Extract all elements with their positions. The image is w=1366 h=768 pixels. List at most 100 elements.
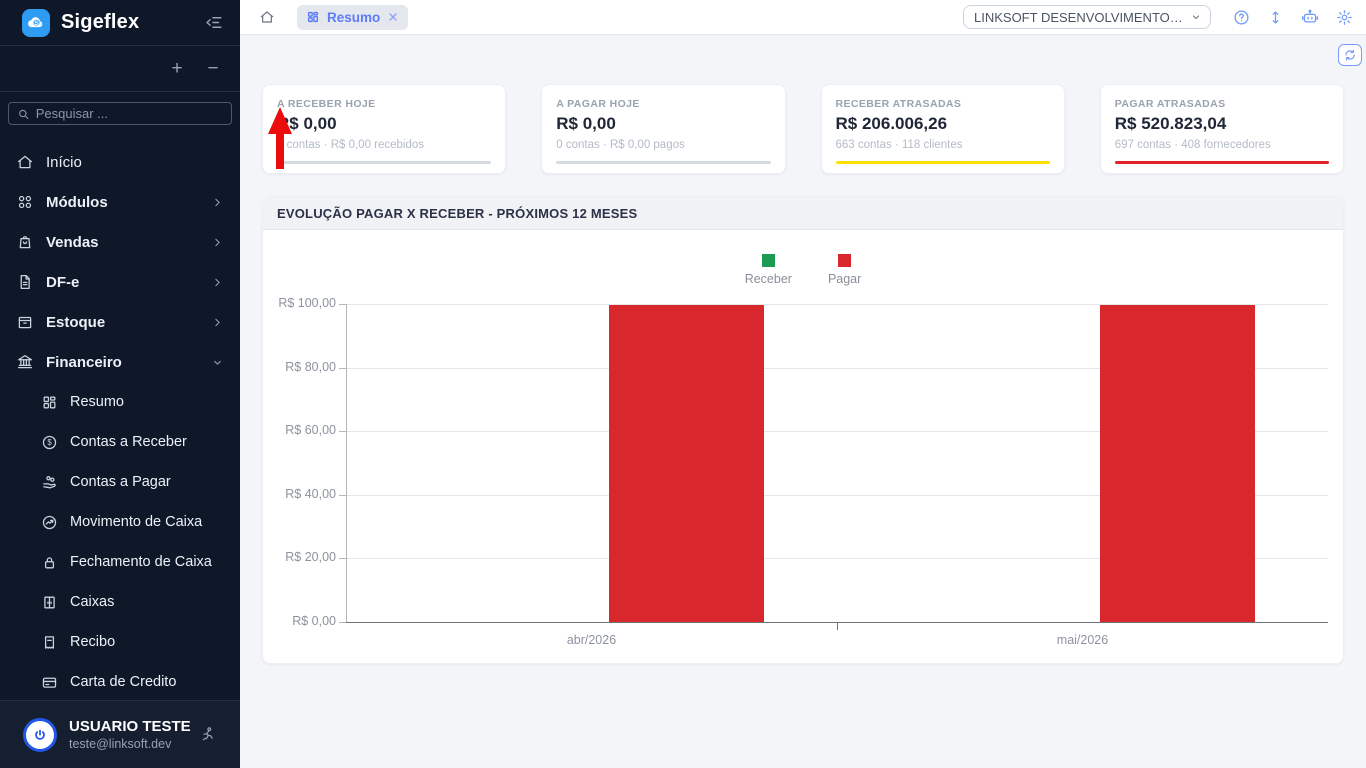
legend-swatch-pagar xyxy=(838,254,852,267)
tab-close-icon[interactable] xyxy=(387,11,399,23)
svg-text:$: $ xyxy=(47,438,52,447)
topbar: Resumo LINKSOFT DESENVOLVIMENTO DE ... xyxy=(240,0,1366,35)
financeiro-submenu: Resumo $ Contas a Receber Contas a Pagar xyxy=(0,382,240,700)
sidebar-item-contas-a-receber[interactable]: $ Contas a Receber xyxy=(0,422,240,462)
chart-bar-pagar-abr/2026 xyxy=(609,305,764,622)
chevron-down-icon xyxy=(1190,11,1202,23)
card-pagar-atrasadas: PAGAR ATRASADAS R$ 520.823,04 697 contas… xyxy=(1099,84,1344,174)
legend-label: Receber xyxy=(744,272,792,286)
chart-plot: R$ 0,00 R$ 20,00 R$ 40,00 R$ 60,00 R$ 80,00 R… xyxy=(263,230,1343,663)
assistant-robot-icon xyxy=(1301,9,1319,23)
sidebar-search xyxy=(8,102,232,125)
card-subtitle: 0 contas · R$ 0,00 recebidos xyxy=(277,139,425,151)
card-subtitle: 663 contas · 118 clientes xyxy=(835,139,963,151)
y-axis-tick-label: R$ 60,00 xyxy=(285,423,336,438)
credit-card-icon xyxy=(40,673,58,691)
collapse-sidebar-button[interactable] xyxy=(205,13,224,32)
y-axis-tick xyxy=(339,494,346,496)
sidebar-item-financeiro[interactable]: Financeiro xyxy=(0,342,240,382)
chevron-right-icon xyxy=(211,316,224,329)
chevron-right-icon xyxy=(211,196,224,209)
cloud-logo-icon: S xyxy=(28,16,43,27)
logout-button[interactable] xyxy=(199,726,216,743)
sidebar-item-fechamento-de-caixa[interactable]: Fechamento de Caixa xyxy=(0,542,240,582)
sidebar-item-movimento-de-caixa[interactable]: Movimento de Caixa xyxy=(0,502,240,542)
card-title: PAGAR ATRASADAS xyxy=(1114,98,1226,110)
sidebar-item-label: Resumo xyxy=(70,394,124,410)
sidebar-item-modulos[interactable]: Módulos xyxy=(0,182,240,222)
chart-panel-header: EVOLUÇÃO PAGAR X RECEBER - PRÓXIMOS 12 M… xyxy=(263,197,1343,230)
sidebar-item-recibo[interactable]: Recibo xyxy=(0,622,240,662)
refresh-button[interactable] xyxy=(1338,44,1362,66)
annotation-arrow-up xyxy=(268,107,292,169)
chart-gridline xyxy=(346,431,1328,433)
x-axis-tick-label: mai/2026 xyxy=(1056,633,1109,647)
sidebar-item-vendas[interactable]: Vendas xyxy=(0,222,240,262)
sidebar-item-label: Financeiro xyxy=(46,353,122,371)
y-axis-tick xyxy=(339,304,346,305)
assistant-button[interactable] xyxy=(1301,8,1319,26)
sidebar-actions: + − xyxy=(0,46,240,92)
chart-gridline xyxy=(346,367,1328,369)
card-subtitle: 0 contas · R$ 0,00 pagos xyxy=(556,139,685,151)
shopping-bag-icon xyxy=(16,233,34,251)
main-area: Resumo LINKSOFT DESENVOLVIMENTO DE ... xyxy=(240,0,1366,768)
sidebar-item-label: Contas a Receber xyxy=(70,434,187,450)
y-axis-tick-label: R$ 100,00 xyxy=(278,296,336,310)
card-value: R$ 206.006,26 xyxy=(835,114,948,133)
document-icon xyxy=(16,273,34,291)
home-icon xyxy=(260,11,274,23)
resize-vertical-button[interactable] xyxy=(1267,9,1284,26)
card-subtitle: 697 contas · 408 fornecedores xyxy=(1114,139,1271,151)
dollar-circle-icon: $ xyxy=(40,433,58,451)
sidebar-item-carta-de-credito[interactable]: Carta de Credito xyxy=(0,662,240,700)
card-receber-atrasadas: RECEBER ATRASADAS R$ 206.006,26 663 cont… xyxy=(820,84,1065,174)
legend-item-pagar: Pagar xyxy=(828,254,861,286)
expand-all-button[interactable]: + xyxy=(171,58,183,79)
y-axis-tick-label: R$ 80,00 xyxy=(285,359,336,374)
topbar-right: LINKSOFT DESENVOLVIMENTO DE ... xyxy=(963,5,1353,29)
sidebar-item-label: Início xyxy=(46,153,82,171)
sidebar-item-contas-a-pagar[interactable]: Contas a Pagar xyxy=(0,462,240,502)
y-axis-tick xyxy=(339,431,346,433)
sidebar-item-label: Caixas xyxy=(70,594,115,610)
tab-resumo[interactable]: Resumo xyxy=(297,4,409,30)
company-select[interactable]: LINKSOFT DESENVOLVIMENTO DE ... xyxy=(963,5,1211,29)
sidebar-item-label: DF-e xyxy=(46,273,80,291)
receipt-icon xyxy=(40,633,58,651)
sidebar-item-dfe[interactable]: DF-e xyxy=(0,262,240,302)
home-button[interactable] xyxy=(259,9,275,25)
sidebar-item-caixas[interactable]: Caixas xyxy=(0,582,240,622)
sidebar-item-inicio[interactable]: Início xyxy=(0,142,240,182)
app-logo: S xyxy=(22,8,50,37)
settings-button[interactable] xyxy=(1336,9,1353,26)
user-panel[interactable]: USUARIO TESTE teste@linksoft.dev xyxy=(0,700,240,768)
dashboard-grid-icon xyxy=(307,11,319,23)
user-avatar xyxy=(23,717,57,752)
tab-label: Resumo xyxy=(327,9,381,25)
chart-bar-pagar-mai/2026 xyxy=(1100,305,1255,622)
chart-title: EVOLUÇÃO PAGAR X RECEBER - PRÓXIMOS 12 M… xyxy=(277,205,638,221)
sidebar-item-estoque[interactable]: Estoque xyxy=(0,302,240,342)
card-a-receber-hoje: A RECEBER HOJE R$ 0,00 0 contas · R$ 0,0… xyxy=(262,84,507,174)
search-input[interactable] xyxy=(35,106,223,121)
svg-text:S: S xyxy=(34,20,39,27)
power-icon xyxy=(35,729,45,740)
sidebar: S Sigeflex + − I xyxy=(0,0,240,768)
card-a-pagar-hoje: A PAGAR HOJE R$ 0,00 0 contas · R$ 0,00 … xyxy=(541,84,786,174)
legend-label: Pagar xyxy=(827,272,862,286)
sidebar-item-resumo[interactable]: Resumo xyxy=(0,382,240,422)
user-email: teste@linksoft.dev xyxy=(69,736,172,751)
collapse-all-button[interactable]: − xyxy=(207,58,219,79)
sidebar-item-label: Carta de Credito xyxy=(70,674,177,690)
chevron-right-icon xyxy=(211,236,224,249)
cash-drawer-icon xyxy=(40,593,58,611)
chart-panel: EVOLUÇÃO PAGAR X RECEBER - PRÓXIMOS 12 M… xyxy=(262,196,1344,664)
legend-swatch-receber xyxy=(761,254,775,267)
y-axis-tick xyxy=(339,558,346,560)
settings-gear-icon xyxy=(1337,9,1352,25)
y-axis-tick-label: R$ 0,00 xyxy=(292,614,336,628)
chart-body: Receber Pagar R$ 0,00 R$ 20,00 R$ 40,00 R$ … xyxy=(263,230,1343,663)
help-button[interactable] xyxy=(1233,9,1250,26)
card-value: R$ 0,00 xyxy=(277,114,337,133)
